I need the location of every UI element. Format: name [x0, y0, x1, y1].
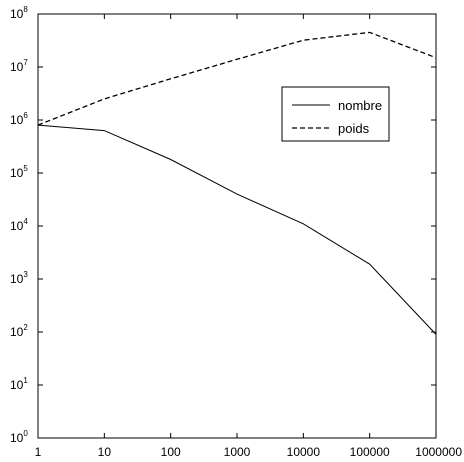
x-tick-label: 10 [98, 445, 112, 459]
legend-label-poids: poids [338, 121, 370, 136]
legend: nombre poids [281, 86, 390, 142]
x-tick-label: 1000000 [415, 445, 462, 459]
legend-box [281, 86, 390, 142]
y-tick-label: 104 [10, 217, 28, 233]
plot-frame [37, 13, 437, 439]
y-tick-label: 101 [10, 376, 28, 392]
x-tick-label: 1 [35, 445, 42, 459]
y-tick-labels: 100 101 102 103 104 105 106 107 108 [10, 5, 28, 445]
x-tick-label: 100 [161, 445, 181, 459]
x-tick-label: 1000 [224, 445, 251, 459]
legend-label-nombre: nombre [338, 98, 382, 113]
x-tick-label: 100000 [350, 445, 390, 459]
y-tick-label: 100 [10, 429, 28, 445]
series-lines [37, 31, 437, 335]
y-tick-label: 107 [10, 58, 28, 74]
axis-ticks [37, 13, 437, 439]
x-tick-label: 10000 [287, 445, 321, 459]
y-tick-label: 108 [10, 5, 28, 21]
series-line-nombre [37, 124, 437, 335]
x-tick-labels: 1 10 100 1000 10000 100000 1000000 [35, 445, 463, 459]
y-tick-label: 103 [10, 270, 28, 286]
y-tick-label: 105 [10, 164, 28, 180]
series-line-poids [37, 31, 437, 126]
y-tick-label: 106 [10, 111, 28, 127]
y-tick-label: 102 [10, 323, 28, 339]
